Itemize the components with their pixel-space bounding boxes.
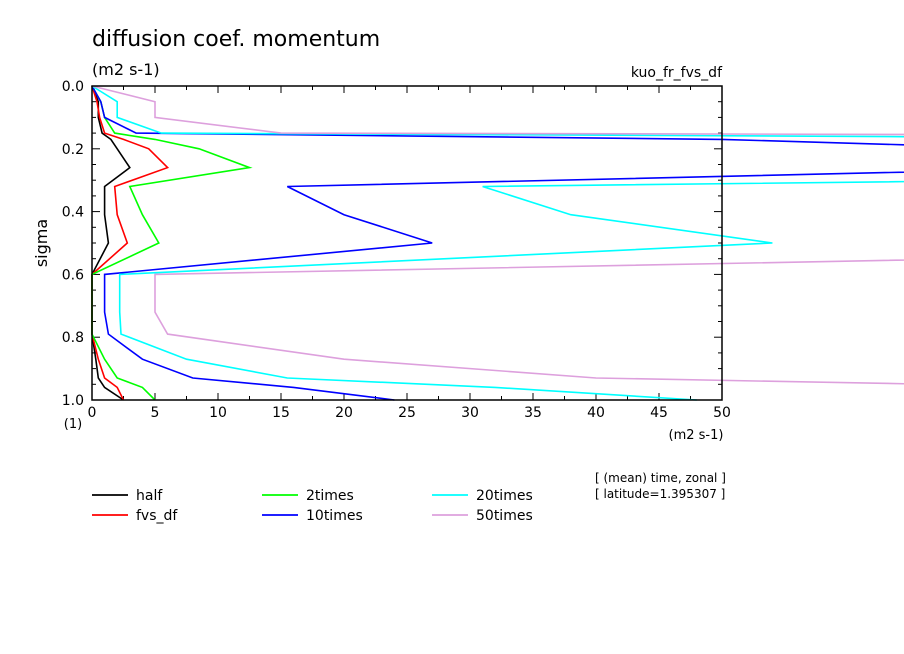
x-tick-label: 45 bbox=[650, 405, 668, 421]
x-tick-label: 30 bbox=[461, 405, 479, 421]
legend-label-50times: 50times bbox=[476, 508, 533, 524]
variable-name: kuo_fr_fvs_df bbox=[631, 65, 723, 81]
y-ticks: 0.0 0.2 0.4 0.6 0.8 1.0 bbox=[62, 79, 722, 409]
x-tick-label: 50 bbox=[713, 405, 731, 421]
plot-frame bbox=[91, 85, 723, 401]
y-tick-label: 0.0 bbox=[62, 79, 84, 95]
series-line-fvs_df bbox=[91, 85, 170, 401]
x-tick-label: 10 bbox=[209, 405, 227, 421]
legend-label-2times: 2times bbox=[306, 488, 354, 504]
y-tick-label: 1.0 bbox=[62, 393, 84, 409]
y-tick-label: 0.6 bbox=[62, 267, 84, 283]
x-tick-label: 25 bbox=[398, 405, 416, 421]
info-line-time: [ (mean) time, zonal ] bbox=[595, 471, 726, 485]
series-line-2times bbox=[91, 85, 253, 401]
legend-label-10times: 10times bbox=[306, 508, 363, 524]
legend-label-fvs_df: fvs_df bbox=[136, 508, 178, 524]
series-line-10times bbox=[91, 85, 904, 401]
y-axis-unit: (1) bbox=[64, 417, 82, 432]
legend-label-20times: 20times bbox=[476, 488, 533, 504]
chart-title: diffusion coef. momentum bbox=[92, 27, 380, 52]
y-axis-label: sigma bbox=[32, 219, 51, 267]
x-tick-label: 35 bbox=[524, 405, 542, 421]
x-tick-label: 15 bbox=[272, 405, 290, 421]
x-tick-label: 0 bbox=[88, 405, 97, 421]
x-tick-label: 20 bbox=[335, 405, 353, 421]
x-ticks: 0 5 10 15 20 25 30 35 40 45 50 bbox=[88, 86, 731, 421]
chart-units: (m2 s-1) bbox=[92, 60, 160, 79]
series-line-50times bbox=[91, 85, 904, 385]
info-line-latitude: [ latitude=1.395307 ] bbox=[595, 487, 725, 501]
series-line-20times bbox=[91, 85, 904, 401]
series-lines bbox=[91, 85, 904, 401]
x-axis-label: (m2 s-1) bbox=[669, 428, 724, 443]
y-tick-label: 0.8 bbox=[62, 330, 84, 346]
legend-label-half: half bbox=[136, 488, 163, 504]
legend: half fvs_df 2times 10times 20times 50times bbox=[92, 488, 533, 524]
x-tick-label: 40 bbox=[587, 405, 605, 421]
series-line-half bbox=[91, 85, 131, 401]
y-tick-label: 0.4 bbox=[62, 205, 84, 221]
y-tick-label: 0.2 bbox=[62, 142, 84, 158]
x-tick-label: 5 bbox=[151, 405, 160, 421]
